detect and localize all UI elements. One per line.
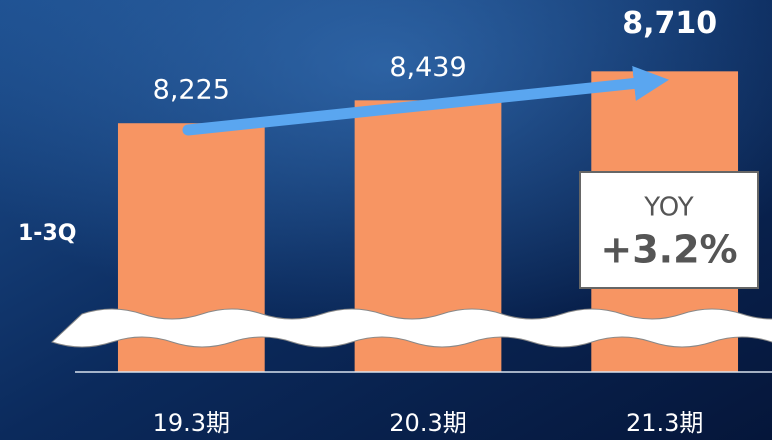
yoy-label: YOY — [643, 193, 694, 223]
value-label: 8,225 — [153, 75, 230, 106]
yoy-box — [579, 171, 759, 289]
x-tick-label: 21.3期 — [626, 409, 703, 437]
value-label: 8,439 — [389, 52, 466, 83]
yoy-value: +3.2% — [600, 228, 737, 272]
series-label: 1-3Q — [18, 221, 76, 246]
x-tick-label: 19.3期 — [153, 409, 230, 437]
x-tick-label: 20.3期 — [389, 409, 466, 437]
axis-break — [51, 308, 772, 348]
value-label: 8,710 — [622, 6, 717, 41]
trend-arrow — [182, 65, 670, 136]
